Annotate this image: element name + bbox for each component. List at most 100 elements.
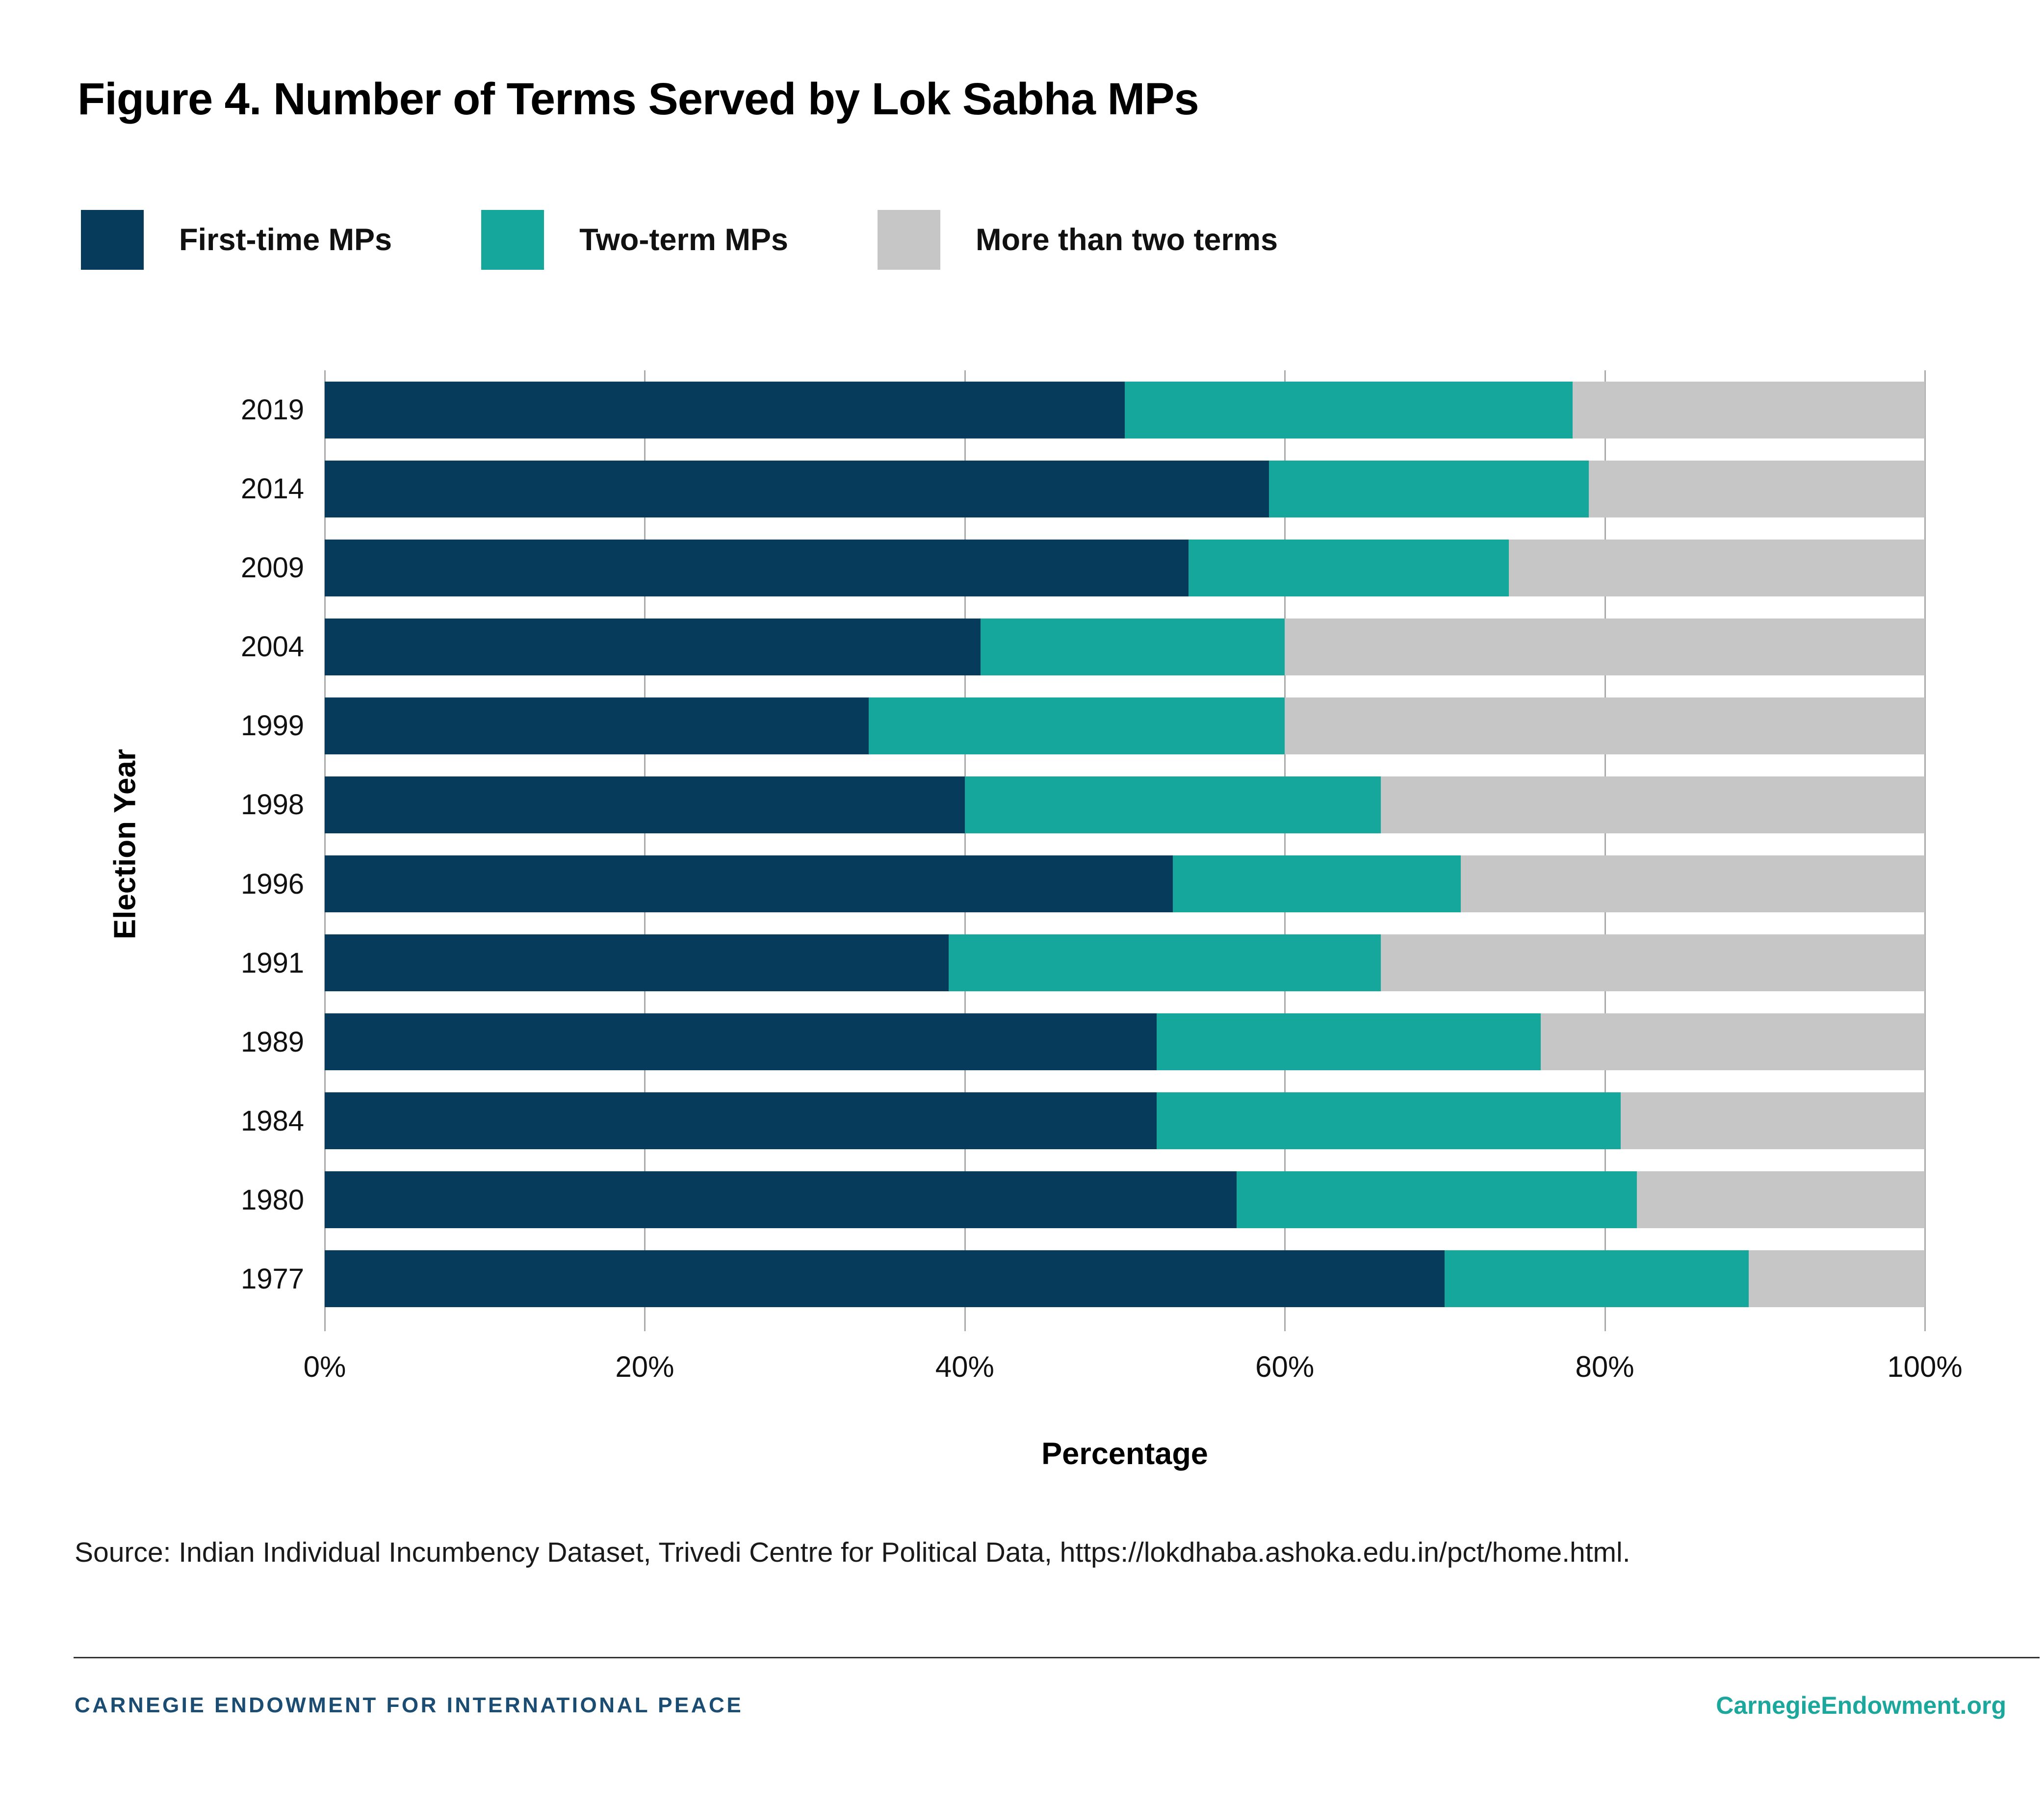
- y-tick-label-2004: 2004: [240, 631, 304, 663]
- bar-row-1977: [325, 1239, 1925, 1318]
- x-tick-label-0: 0%: [303, 1350, 346, 1383]
- bar-segment-first-time-mps: [325, 697, 869, 754]
- y-tick-label-1977: 1977: [240, 1263, 304, 1295]
- bar-segment-two-term-mps: [869, 697, 1285, 754]
- bar-segment-two-term-mps: [1172, 855, 1461, 912]
- stacked-bar-1977: [325, 1250, 1925, 1308]
- x-tick-label-100: 100%: [1887, 1350, 1963, 1383]
- stacked-bar-1996: [325, 855, 1925, 912]
- y-tick-label-2014: 2014: [240, 473, 304, 505]
- bar-segment-more-than-two-terms: [1636, 1171, 1925, 1229]
- stacked-bar-1991: [325, 934, 1925, 992]
- bar-row-2004: [325, 607, 1925, 686]
- y-tick-label-1998: 1998: [240, 789, 304, 821]
- bar-segment-first-time-mps: [325, 855, 1173, 912]
- stacked-bar-1980: [325, 1171, 1925, 1229]
- y-tick-label-2009: 2009: [240, 552, 304, 584]
- bar-segment-two-term-mps: [1445, 1250, 1749, 1308]
- bar-segment-two-term-mps: [981, 618, 1285, 675]
- bar-row-1996: [325, 844, 1925, 923]
- bar-row-2014: [325, 449, 1925, 528]
- source-note: Source: Indian Individual Incumbency Dat…: [75, 1537, 1630, 1568]
- stacked-bar-1999: [325, 697, 1925, 754]
- gridline-20: [644, 370, 646, 1331]
- stacked-bar-2004: [325, 618, 1925, 675]
- x-tick-label-40: 40%: [935, 1350, 994, 1383]
- bar-row-1999: [325, 686, 1925, 765]
- bar-rows: [325, 370, 1925, 1318]
- bar-segment-first-time-mps: [325, 460, 1269, 517]
- bar-segment-first-time-mps: [325, 618, 981, 675]
- bar-segment-first-time-mps: [325, 381, 1125, 438]
- bar-row-1980: [325, 1160, 1925, 1239]
- footer-org-name: CARNEGIE ENDOWMENT FOR INTERNATIONAL PEA…: [75, 1693, 744, 1717]
- gridline-60: [1284, 370, 1286, 1331]
- bar-segment-first-time-mps: [325, 1013, 1157, 1071]
- bar-row-1989: [325, 1003, 1925, 1082]
- y-tick-label-1991: 1991: [240, 947, 304, 979]
- x-tick-label-60: 60%: [1255, 1350, 1315, 1383]
- y-tick-label-1999: 1999: [240, 710, 304, 742]
- bar-segment-more-than-two-terms: [1621, 1092, 1925, 1150]
- stacked-bar-2014: [325, 460, 1925, 517]
- y-tick-label-1989: 1989: [240, 1026, 304, 1058]
- x-axis-title: Percentage: [1041, 1437, 1208, 1471]
- x-tick-label-80: 80%: [1575, 1350, 1634, 1383]
- bar-segment-two-term-mps: [949, 934, 1381, 992]
- bar-segment-two-term-mps: [1237, 1171, 1637, 1229]
- bar-segment-two-term-mps: [1157, 1092, 1621, 1150]
- y-tick-label-1996: 1996: [240, 868, 304, 900]
- legend-item-first-time-mps: First-time MPs: [81, 210, 392, 270]
- stacked-bar-1998: [325, 776, 1925, 833]
- bar-segment-more-than-two-terms: [1461, 855, 1925, 912]
- bar-row-1984: [325, 1082, 1925, 1160]
- legend-label: First-time MPs: [179, 223, 392, 257]
- bar-segment-more-than-two-terms: [1380, 776, 1925, 833]
- figure-title: Figure 4. Number of Terms Served by Lok …: [78, 74, 1199, 124]
- stacked-bar-1989: [325, 1013, 1925, 1071]
- bar-segment-more-than-two-terms: [1749, 1250, 1925, 1308]
- bar-segment-two-term-mps: [1157, 1013, 1541, 1071]
- gridline-0: [324, 370, 326, 1331]
- bar-segment-first-time-mps: [325, 1171, 1237, 1229]
- bar-row-1998: [325, 765, 1925, 844]
- legend-item-two-term-mps: Two-term MPs: [481, 210, 788, 270]
- stacked-bar-1984: [325, 1092, 1925, 1150]
- y-tick-label-1980: 1980: [240, 1184, 304, 1216]
- bar-segment-first-time-mps: [325, 934, 949, 992]
- plot-area: [324, 370, 1926, 1331]
- bar-segment-more-than-two-terms: [1380, 934, 1925, 992]
- gridline-40: [964, 370, 966, 1331]
- bar-segment-first-time-mps: [325, 1092, 1157, 1150]
- bar-segment-two-term-mps: [1125, 381, 1573, 438]
- x-axis-tick-labels: 0% 20% 40% 60% 80% 100%: [304, 1350, 1963, 1394]
- legend: First-time MPs Two-term MPs More than two …: [81, 210, 1278, 270]
- y-tick-label-1984: 1984: [240, 1105, 304, 1137]
- legend-label: Two-term MPs: [579, 223, 788, 257]
- y-axis-tick-labels: 2019 2014 2009 2004 1999 1998 1996 1991 1989 1984…: [0, 370, 304, 1318]
- bar-segment-more-than-two-terms: [1588, 460, 1925, 517]
- bar-segment-more-than-two-terms: [1573, 381, 1925, 438]
- bar-segment-more-than-two-terms: [1285, 618, 1925, 675]
- bar-row-2009: [325, 528, 1925, 607]
- legend-label: More than two terms: [975, 223, 1278, 257]
- bar-segment-two-term-mps: [1189, 539, 1509, 596]
- legend-swatch-more-than-two-terms: [877, 210, 940, 270]
- bar-segment-first-time-mps: [325, 539, 1189, 596]
- stacked-bar-2019: [325, 381, 1925, 438]
- legend-swatch-two-term-mps: [481, 210, 544, 270]
- stacked-bar-2009: [325, 539, 1925, 596]
- x-tick-label-20: 20%: [615, 1350, 674, 1383]
- legend-item-more-than-two-terms: More than two terms: [877, 210, 1278, 270]
- y-tick-label-2019: 2019: [240, 394, 304, 426]
- bar-segment-more-than-two-terms: [1541, 1013, 1925, 1071]
- bar-row-2019: [325, 370, 1925, 449]
- bar-segment-more-than-two-terms: [1508, 539, 1925, 596]
- bar-segment-two-term-mps: [1268, 460, 1589, 517]
- gridline-80: [1604, 370, 1606, 1331]
- footer-divider: [74, 1657, 2040, 1658]
- bar-segment-first-time-mps: [325, 1250, 1445, 1308]
- bar-segment-first-time-mps: [325, 776, 965, 833]
- footer-website: CarnegieEndowment.org: [1716, 1692, 2006, 1719]
